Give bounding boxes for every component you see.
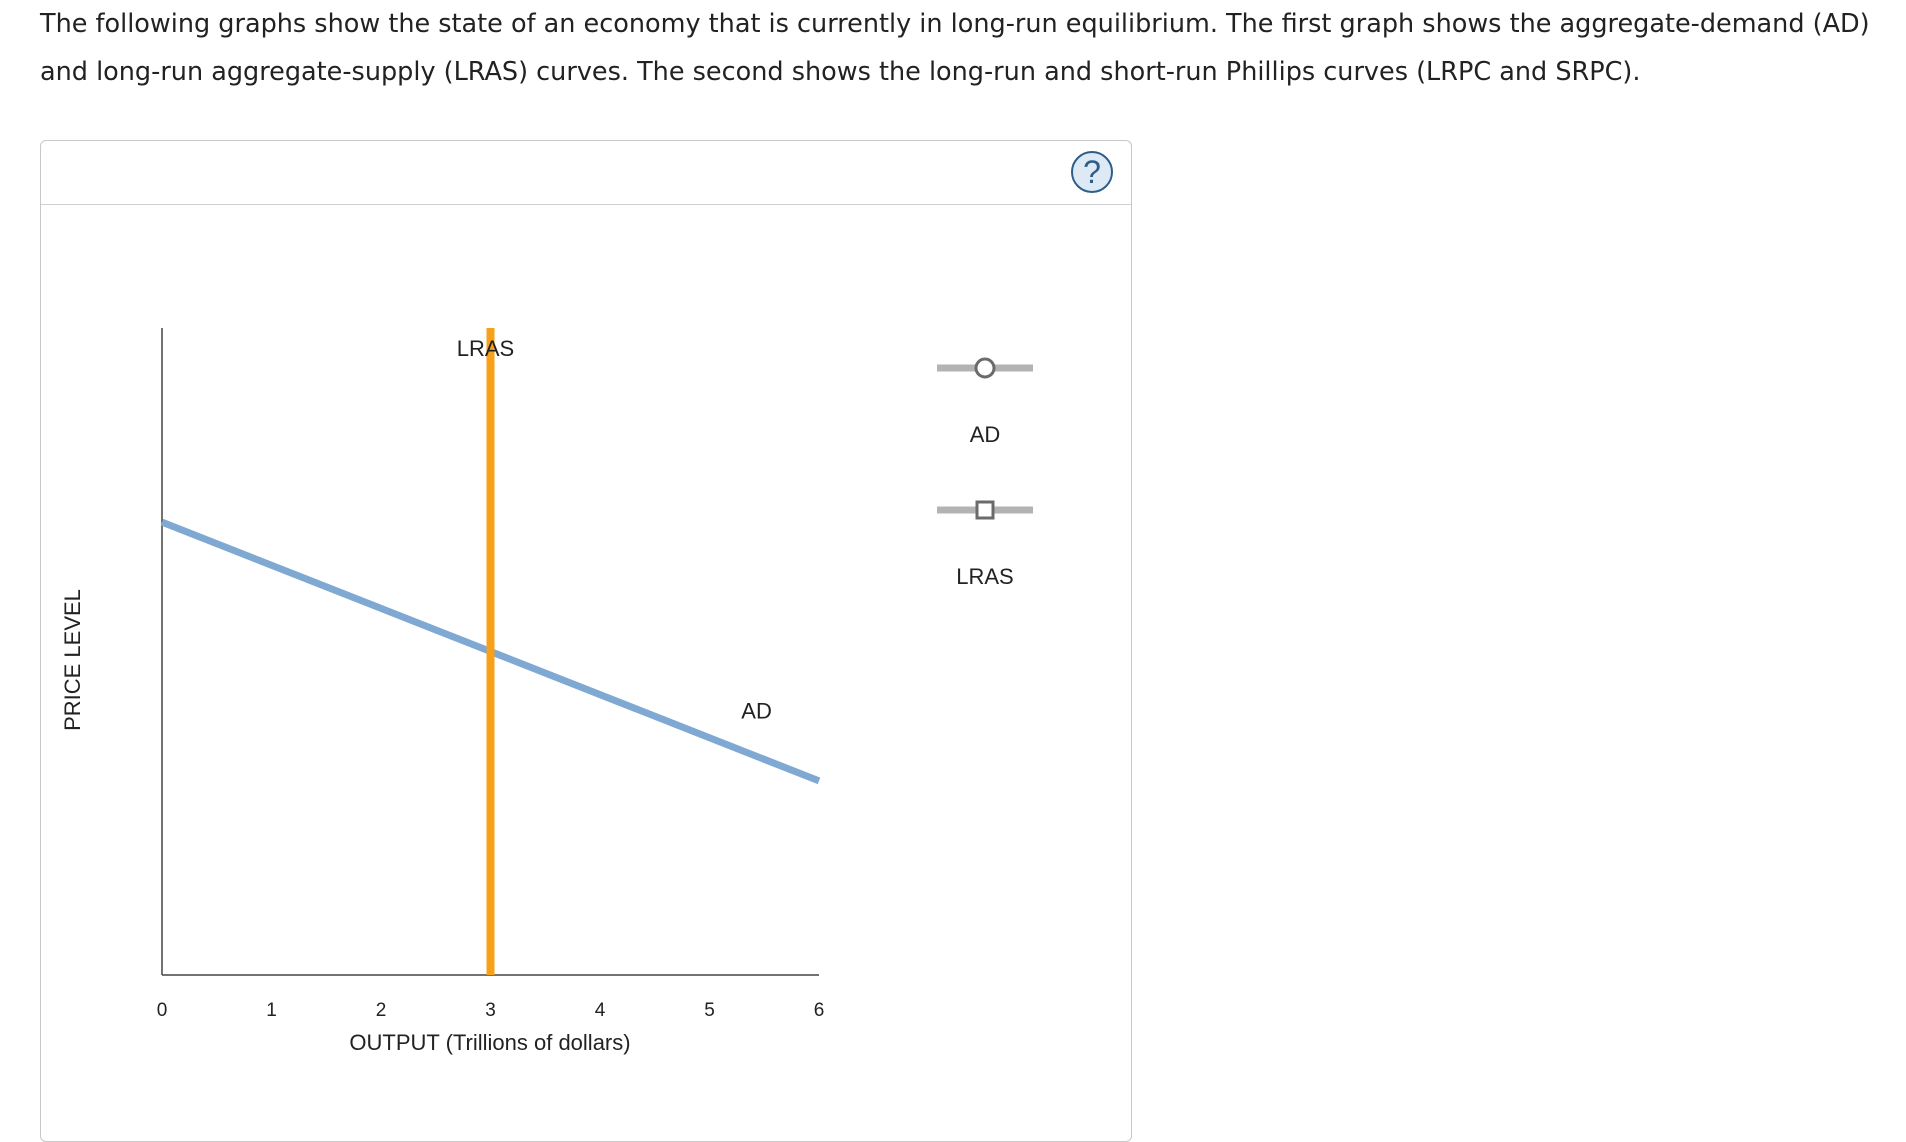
x-axis-title: OUTPUT (Trillions of dollars) xyxy=(349,1030,630,1055)
y-axis-title: PRICE LEVEL xyxy=(60,589,85,731)
x-tick-label: 6 xyxy=(814,1000,825,1021)
ad-lras-chart: PRICE LEVEL 0 1 2 3 4 5 6 OUTPUT (Trillions of… xyxy=(60,328,1033,1055)
square-marker-icon xyxy=(975,500,995,520)
x-tick-label: 4 xyxy=(595,1000,606,1021)
legend: AD LRAS xyxy=(937,357,1033,589)
lras-curve-label: LRAS xyxy=(457,336,514,361)
legend-label: LRAS xyxy=(956,564,1013,589)
instructions-text: The following graphs show the state of a… xyxy=(40,9,1870,87)
x-tick-label: 1 xyxy=(266,1000,277,1021)
legend-item-lras[interactable]: LRAS xyxy=(937,500,1033,589)
question-mark-icon: ? xyxy=(1083,154,1101,190)
y-axis-title-group: PRICE LEVEL xyxy=(60,589,85,731)
x-tick-label: 2 xyxy=(376,1000,387,1021)
legend-item-ad[interactable]: AD xyxy=(937,357,1033,447)
series-layer: AD LRAS xyxy=(160,328,821,975)
circle-marker-icon xyxy=(974,357,996,379)
x-tick-labels: 0 1 2 3 4 5 6 xyxy=(157,1000,825,1021)
panel-header: ? xyxy=(41,141,1131,205)
x-tick-label: 0 xyxy=(157,1000,168,1021)
ad-curve-label: AD xyxy=(741,698,772,723)
x-tick-label: 3 xyxy=(485,1000,496,1021)
help-button[interactable]: ? xyxy=(1071,151,1113,193)
legend-label: AD xyxy=(970,422,1001,447)
x-tick-label: 5 xyxy=(704,1000,715,1021)
